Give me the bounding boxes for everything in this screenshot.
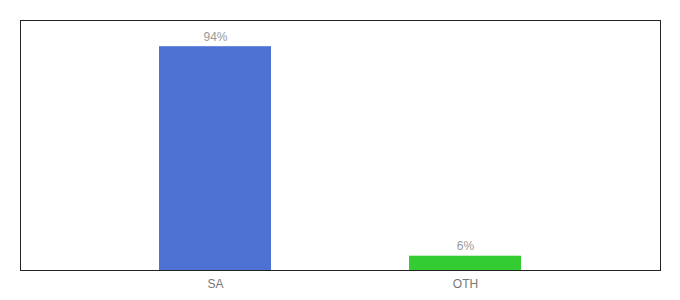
svg-text:SA: SA xyxy=(207,277,223,291)
svg-text:6%: 6% xyxy=(457,239,475,253)
svg-text:OTH: OTH xyxy=(453,277,478,291)
svg-text:94%: 94% xyxy=(203,30,227,44)
